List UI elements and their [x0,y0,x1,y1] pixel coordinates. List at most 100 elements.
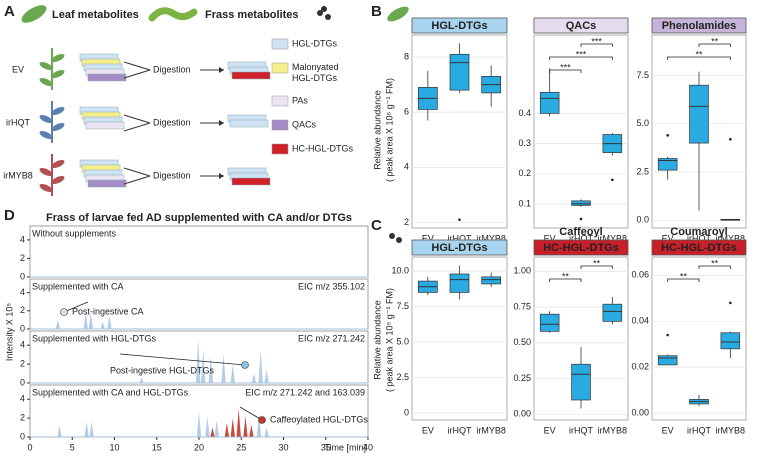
y-tick-label: 0 [20,271,25,281]
x-tick-label: irMYB8 [476,425,506,435]
strip-eic: EIC m/z 271.242 [298,333,365,343]
peak [83,312,88,329]
legend-swatch [271,143,289,155]
strip-label: Supplemented with CA and HGL-DTGs [32,387,189,397]
plant-leaf [51,175,65,185]
panel-header-text: HGL-DTGs [431,242,487,254]
panel-header [411,17,508,34]
significance-bracket [698,265,731,269]
significance-label: ** [711,36,719,46]
significance-bracket [667,278,700,282]
panel-label: D [4,207,15,224]
panel-header-text: QACs [566,20,597,32]
legend-label: HC-HGL-DTGs [292,143,353,153]
y-tick-label: 2.5 [636,166,649,176]
box [657,355,678,366]
x-tick-label: irMYB8 [716,425,746,435]
arrow [123,175,151,185]
frass-icon [396,237,402,243]
y-tick-label: 4 [404,162,409,172]
y-tick-label: 2.5 [396,372,409,382]
y-tick-label: 4 [20,234,25,244]
box [571,200,591,206]
x-tick-label: 30 [278,442,288,452]
y-tick-label: 0 [20,323,25,333]
x-tick-label: EV [544,233,556,243]
peak [57,425,62,437]
x-tick-label: irHQT [448,425,472,435]
y-tick-label: 6 [404,107,409,117]
significance-bracket [549,278,582,282]
plant-leaf [51,159,65,169]
plant-leaf [51,106,65,116]
row-label: EV [12,64,24,74]
y-tick-label: 2 [20,253,25,263]
row-label: irMYB8 [3,170,33,180]
leaf-title: Leaf metabolites [52,9,139,21]
x-tick-label: 40 [363,442,373,452]
x-tick-label: 35 [321,442,331,452]
arrow [123,61,151,71]
x-axis-title: Time [min] [324,442,366,452]
y-tick-label: 0.4 [518,108,531,118]
peak [84,421,89,437]
x-tick-label: EV [422,425,434,435]
box [602,303,623,322]
panel-header [651,239,747,256]
y-tick-label: 7.5 [636,70,649,80]
legend-swatch [271,119,289,131]
arrow [123,69,151,79]
box [689,84,709,144]
y-tick-label: 2 [20,305,25,315]
x-tick-label: irHQT [569,233,593,243]
peak [221,354,226,383]
y-tick-label: 0.0 [636,215,649,225]
peak [249,424,254,437]
panel-label: C [371,217,382,234]
strip-label: Supplemented with HGL-DTGs [32,333,157,343]
arrow [123,114,151,124]
y-tick-label: 0 [404,407,409,417]
panel-header-text: HC-HGL-DTGs [543,242,619,254]
leaf-icon [21,5,47,23]
x-tick-label: irMYB8 [598,425,628,435]
x-tick-label: irHQT [687,233,711,243]
significance-bracket [549,56,613,60]
callout-marker [241,361,249,369]
callout-marker [60,308,68,316]
strip-frame [29,225,369,278]
panel-label: A [4,3,15,20]
y-tick-label: 2 [20,358,25,368]
peak [201,350,206,383]
x-tick-label: irHQT [448,233,472,243]
peak [107,316,112,329]
peak [243,416,248,437]
y-axis-title: Relative abundance [372,300,382,380]
callout-line [63,301,89,313]
panel-title: Coumaroyl [670,226,727,238]
frass-title: Frass metabolites [205,9,299,21]
legend-swatch [271,62,289,74]
y-tick-label: 0.00 [631,407,649,417]
x-tick-label: irMYB8 [476,233,506,243]
row-label: irHQT [6,117,30,127]
box [657,158,678,171]
panel-header [533,17,629,34]
plant-leaf [39,167,53,177]
panel-a: A Leaf metabolites Frass metabolites [4,3,331,23]
legend-label: HGL-DTGs [292,38,338,48]
peak [236,408,241,437]
x-tick-label: EV [422,233,434,243]
arrow [123,122,151,132]
legend-label: QACs [292,119,317,129]
y-tick-label: 2 [404,217,409,227]
y-tick-label: 0.3 [518,138,531,148]
significance-bracket [667,56,731,60]
callout-marker [258,416,266,424]
y-tick-label: 1.00 [513,266,531,276]
significance-label: ** [680,271,688,281]
annotation: Post-ingestive HGL-DTGs [110,365,215,375]
outlier [611,178,614,182]
strip-label: Supplemented with CA [32,281,124,291]
box [481,276,502,285]
